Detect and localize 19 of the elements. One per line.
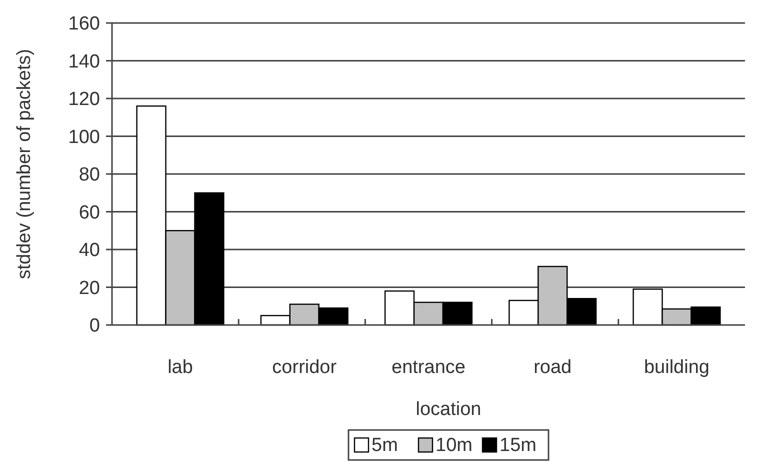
- x-axis-title: location: [416, 399, 482, 420]
- x-tick-label: lab: [168, 357, 193, 378]
- legend-label: 10m: [436, 435, 472, 456]
- x-tick-label: corridor: [272, 357, 338, 378]
- legend-label: 5m: [372, 435, 398, 456]
- y-axis-title: stddev (number of packets): [14, 48, 35, 280]
- y-tick-label: 100: [68, 126, 100, 148]
- y-tick-label: 40: [78, 240, 100, 262]
- legend-label: 15m: [500, 435, 536, 456]
- x-tick-label: building: [644, 357, 710, 378]
- y-tick-label: 20: [78, 278, 100, 299]
- y-tick-label: 80: [78, 164, 100, 186]
- x-tick-label: road: [534, 357, 572, 378]
- y-tick-label: 0: [89, 316, 100, 337]
- y-tick-label: 120: [68, 89, 100, 110]
- y-tick-label: 140: [68, 51, 100, 72]
- y-tick-label: 60: [78, 202, 100, 224]
- x-tick-label: entrance: [392, 357, 466, 378]
- y-tick-label: 160: [68, 14, 100, 35]
